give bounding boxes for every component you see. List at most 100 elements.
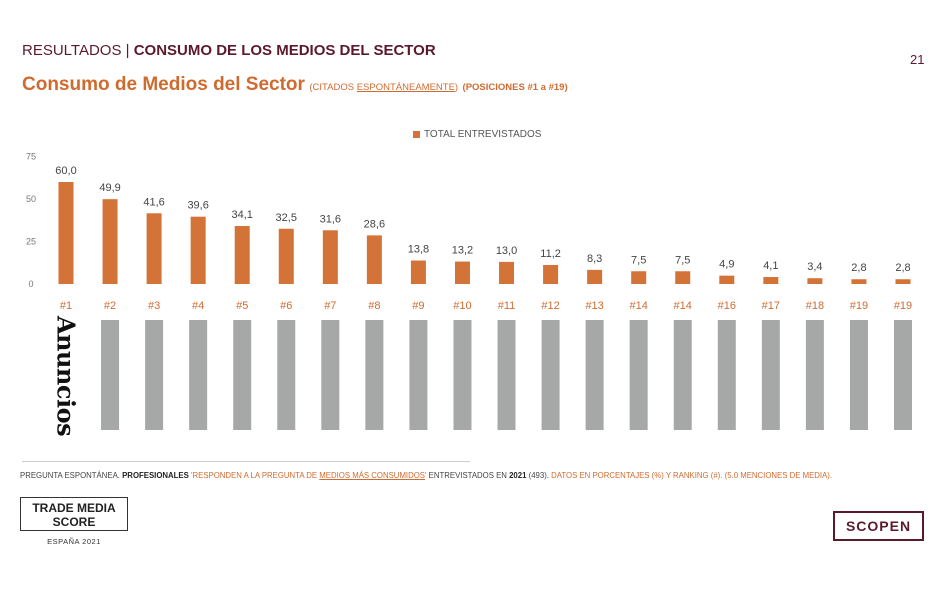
scopen-logo: SCOPEN [833,511,924,541]
media-logo-placeholder [453,320,472,430]
legend-swatch [413,131,420,138]
media-logo-placeholder [894,320,912,430]
bar [146,213,162,284]
y-tick-label: 50 [26,194,36,204]
page-title: CONSUMO DE LOS MEDIOS DEL SECTOR [133,42,436,59]
rank-label: #2 [104,300,116,312]
subtitle-cited: (CITADOS ESPONTÁNEAMENTE) [309,82,459,93]
rank-label: #1 [60,300,72,312]
bar [807,278,823,284]
media-logo-placeholder [805,320,824,430]
footnote: PREGUNTA ESPONTÁNEA. PROFESIONALES 'RESP… [20,471,833,480]
media-logo-placeholder [849,320,868,430]
rank-label: #14 [630,300,648,312]
data-label: 8,3 [587,253,602,265]
bar [322,230,338,284]
rank-label: #8 [368,300,380,312]
bar [454,261,470,284]
subtitle-main: Consumo de Medios del Sector [22,74,305,95]
data-label: 4,1 [763,260,778,272]
bar [410,260,426,284]
rank-label: #16 [718,300,736,312]
rank-label: #13 [585,300,603,312]
rank-label: #7 [324,300,336,312]
y-tick-label: 0 [28,279,33,289]
rank-label: #5 [236,300,248,312]
media-logo-placeholder [233,320,252,430]
data-label: 2,8 [851,262,866,274]
bar [895,279,911,284]
trade-media-score-logo: TRADE MEDIA SCORE [20,497,128,531]
data-label: 13,0 [496,245,517,257]
header-separator: | [121,42,134,59]
bar [851,279,867,284]
bar [719,275,735,284]
anuncios-logo: Anuncios [46,316,86,436]
rank-label: #6 [280,300,292,312]
rank-label: #9 [412,300,424,312]
media-logo-placeholder [673,320,692,430]
media-logo-placeholder [629,320,648,430]
bar [102,199,118,284]
bar [190,216,206,284]
data-label: 34,1 [231,209,252,221]
bar [278,228,294,284]
media-logo-placeholder [497,320,516,430]
media-logo-placeholder [761,320,780,430]
page-number: 21 [910,52,925,67]
y-tick-label: 25 [26,237,36,247]
rank-label: #11 [498,300,516,312]
chart-subtitle: Consumo de Medios del Sector (CITADOS ES… [22,74,568,96]
bar [234,226,250,284]
bar [675,271,691,284]
data-label: 32,5 [276,212,297,224]
rank-label: #19 [894,300,912,312]
rank-label: #12 [541,300,559,312]
y-tick-label: 75 [26,152,36,162]
rank-label: #17 [762,300,780,312]
data-label: 49,9 [99,182,120,194]
data-label: 13,8 [408,244,429,256]
anuncios-logo-text: Anuncios [51,315,81,437]
media-logo-placeholder [365,320,384,430]
media-logo-placeholder [585,320,604,430]
section-header: RESULTADOS | CONSUMO DE LOS MEDIOS DEL S… [22,42,436,59]
data-label: 31,6 [320,213,341,225]
footnote-divider [22,461,470,462]
bar-chart: 0 25 50 75 60,0 #1 49,9 #2 41,6 #3 39,6 #4 34,1 #5 32,… [26,152,912,430]
tms-country: ESPAÑA 2021 [47,537,101,546]
bar [499,261,515,284]
media-logo-placeholder [409,320,428,430]
data-label: 28,6 [364,218,385,230]
rank-label: #14 [674,300,692,312]
media-logo-placeholder [145,320,164,430]
media-logo-placeholder [541,320,560,430]
data-label: 3,4 [807,261,822,273]
media-logo-placeholder [717,320,736,430]
bar [631,271,647,284]
data-label: 41,6 [143,196,164,208]
section-label: RESULTADOS [22,42,122,59]
rank-label: #10 [453,300,471,312]
rank-label: #4 [192,300,204,312]
bar [58,182,74,284]
data-label: 4,9 [719,259,734,271]
data-label: 2,8 [895,262,910,274]
rank-label: #19 [850,300,868,312]
media-logo-placeholder [189,320,208,430]
rank-label: #3 [148,300,160,312]
media-logo-placeholder [321,320,340,430]
data-label: 60,0 [55,165,76,177]
data-label: 7,5 [675,254,690,266]
bar [763,277,779,284]
data-label: 7,5 [631,254,646,266]
subtitle-positions: (POSICIONES #1 a #19) [462,82,568,93]
media-logo-placeholder [277,320,296,430]
bar [587,269,603,284]
media-logo-placeholder [101,320,120,430]
bar [366,235,382,284]
legend-label: TOTAL ENTREVISTADOS [424,129,542,140]
rank-label: #18 [806,300,824,312]
data-label: 11,2 [540,248,561,260]
data-label: 39,6 [187,200,208,212]
